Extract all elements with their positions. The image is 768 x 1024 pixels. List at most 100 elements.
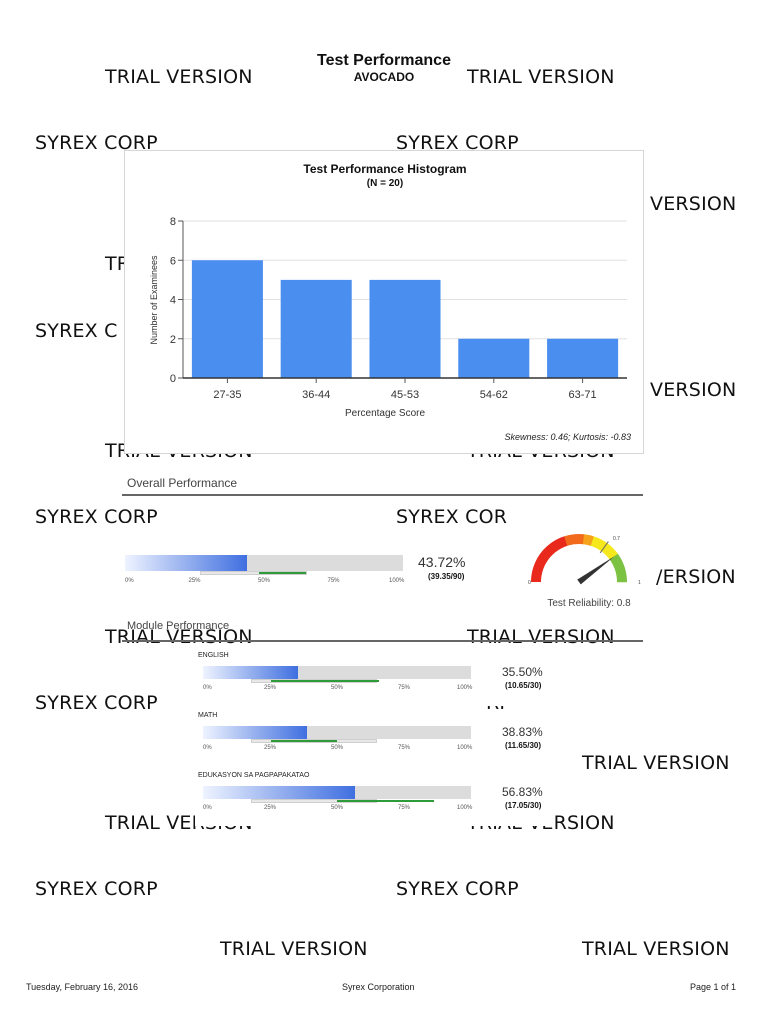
module-benchmark-track (251, 799, 435, 803)
overall-progress-track (125, 555, 403, 571)
gauge-band (537, 553, 549, 563)
y-tick-label: 2 (170, 334, 176, 346)
module-row: EDUKASYON SA PAGPAPAKATAO 0% 25% 50% 75% 100… (195, 770, 555, 826)
watermark-syrex-corp: SYREX CORP (35, 132, 158, 154)
gauge-band (616, 572, 627, 579)
scale-label: 0% (203, 745, 212, 751)
gauge-band (569, 534, 576, 545)
reliability-gauge: 0 1 0.7 Test Reliability: 0.8 (528, 534, 641, 609)
module-fraction: (11.65/30) (505, 741, 542, 750)
scale-label: 0% (203, 805, 212, 811)
scale-label: 50% (331, 745, 344, 751)
gauge-band (559, 536, 568, 548)
watermark-trial-version: TRIAL VERSION (105, 626, 253, 648)
overall-benchmark-fill (258, 572, 306, 574)
gauge-max-label: 1 (638, 580, 641, 586)
module-section-title: Module Performance (127, 620, 230, 632)
watermark-trial-version: TRIAL VERSION (467, 626, 615, 648)
histogram-bar-45-53 (369, 279, 441, 378)
module-benchmark-track (251, 679, 379, 683)
module-scale: 0% 25% 50% 75% 100% (203, 745, 473, 753)
scale-label: 0% (125, 578, 134, 584)
gauge-needle (577, 556, 615, 585)
scale-label: 50% (331, 685, 344, 691)
x-axis-label: Percentage Score (345, 408, 425, 419)
module-benchmark-fill (270, 740, 337, 742)
module-benchmark-fill (270, 680, 379, 682)
x-tick-label: 45-53 (391, 389, 419, 401)
chart-subtitle: (N = 20) (367, 178, 403, 189)
scale-label: 100% (457, 745, 473, 751)
scale-label: 25% (264, 805, 277, 811)
module-progress-fill (203, 726, 308, 739)
module-progress-track (203, 786, 471, 799)
scale-label: 0% (203, 685, 212, 691)
watermark-syrex-corp-partial: SYREX C (35, 320, 118, 342)
x-tick-label: 63-71 (569, 389, 597, 401)
footer-date: Tuesday, February 16, 2016 (26, 982, 139, 992)
module-name: ENGLISH (198, 652, 229, 659)
module-fraction: (17.05/30) (505, 801, 542, 810)
watermark-version: VERSION (650, 193, 737, 215)
scale-label: 75% (398, 805, 411, 811)
module-row: ENGLISH 0% 25% 50% 75% 100% 35.50% (10.65/30… (195, 650, 555, 706)
scale-label: 50% (331, 805, 344, 811)
gauge-band (532, 566, 543, 575)
page-subtitle: AVOCADO (353, 70, 415, 84)
module-progress-fill (203, 786, 356, 799)
scale-label: 100% (389, 578, 405, 584)
gauge-band (546, 542, 557, 554)
gauge-band (594, 538, 604, 550)
scale-label: 25% (264, 745, 277, 751)
gauge-band (604, 546, 615, 557)
module-scale: 0% 25% 50% 75% 100% (203, 685, 473, 693)
gauge-marker-label: 0.7 (613, 536, 620, 542)
module-progress-fill (203, 666, 299, 679)
gauge-min-label: 0 (528, 580, 531, 586)
gauge-band (607, 549, 619, 560)
chart-title: Test Performance Histogram (303, 162, 466, 176)
watermark-version: VERSION (650, 379, 737, 401)
gauge-band (573, 534, 580, 545)
y-axis-label: Number of Examinees (149, 255, 159, 345)
overall-section-rule (122, 494, 643, 496)
module-row: MATH 0% 25% 50% 75% 100% 38.83% (11.65/30) (195, 710, 555, 766)
gauge-band (613, 562, 625, 571)
gauge-band (531, 576, 542, 582)
module-name: EDUKASYON SA PAGPAPAKATAO (198, 772, 310, 779)
module-percent: 35.50% (502, 665, 543, 679)
watermark-trial-version: TRIAL VERSION (582, 752, 730, 774)
gauge-band (615, 567, 627, 575)
scale-label: 75% (398, 685, 411, 691)
scale-label: 100% (457, 805, 473, 811)
gauge-band (609, 553, 621, 564)
overall-fraction: (39.35/90) (428, 572, 465, 581)
gauge-band (540, 549, 551, 560)
histogram-chart: Test Performance Histogram (N = 20) 0 2 4 6… (124, 150, 644, 454)
scale-label: 100% (457, 685, 473, 691)
y-tick-label: 4 (170, 295, 176, 307)
overall-scale: 0% 25% 50% 75% 100% (125, 578, 405, 586)
gauge-band (579, 534, 585, 545)
reliability-label: Test Reliability: 0.8 (547, 598, 631, 609)
module-benchmark-track (251, 739, 378, 743)
gauge-band (611, 558, 623, 567)
gauge-band (616, 576, 627, 583)
scale-label: 50% (258, 578, 271, 584)
gauge-band (564, 534, 572, 546)
overall-percent: 43.72% (418, 554, 466, 570)
gauge-band (590, 536, 599, 548)
module-percent: 56.83% (502, 785, 543, 799)
module-percent: 38.83% (502, 725, 543, 739)
gauge-band (550, 540, 561, 552)
footer-company: Syrex Corporation (342, 982, 415, 992)
histogram-bar-63-71 (547, 338, 619, 378)
gauge-band (555, 538, 564, 550)
x-tick-label: 27-35 (213, 389, 241, 401)
chart-stats-note: Skewness: 0.46; Kurtosis: -0.83 (504, 432, 631, 442)
watermark-syrex-corp-partial: SYREX COR (396, 506, 508, 528)
gauge-band (543, 546, 554, 557)
gauge-band (598, 540, 608, 552)
overall-progress-fill (125, 555, 247, 571)
watermark-syrex-corp: SYREX CORP (396, 878, 519, 900)
